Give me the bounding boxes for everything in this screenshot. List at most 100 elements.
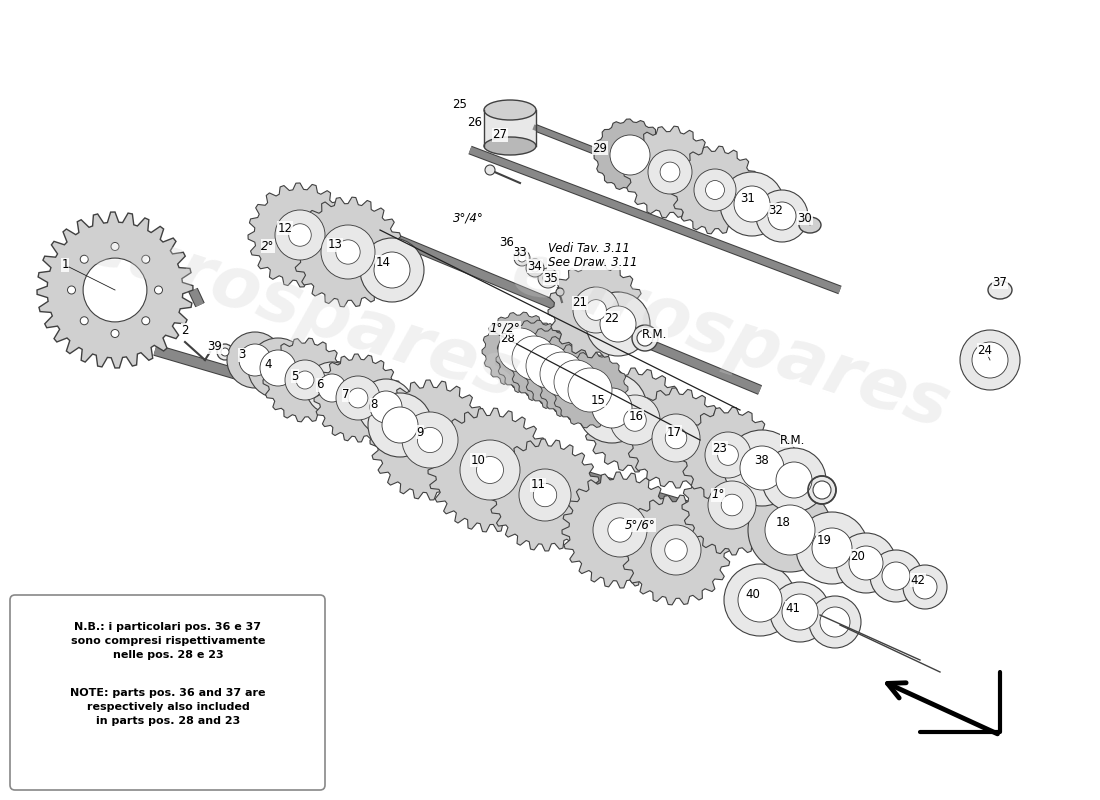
Text: 11: 11 <box>530 478 546 491</box>
Polygon shape <box>621 495 732 605</box>
Circle shape <box>578 373 647 443</box>
Text: 35: 35 <box>543 271 559 285</box>
Circle shape <box>538 268 558 288</box>
Circle shape <box>526 259 544 277</box>
Circle shape <box>498 328 542 372</box>
Circle shape <box>336 376 380 420</box>
Polygon shape <box>428 408 552 532</box>
Circle shape <box>80 317 88 325</box>
Text: 36: 36 <box>499 237 515 250</box>
Text: Vedi Tav. 3.11: Vedi Tav. 3.11 <box>548 242 630 254</box>
Circle shape <box>664 538 688 562</box>
Circle shape <box>531 264 539 272</box>
Circle shape <box>368 393 432 457</box>
Circle shape <box>460 440 520 500</box>
Text: See Draw. 3.11: See Draw. 3.11 <box>548 257 638 270</box>
Text: 14: 14 <box>375 255 390 269</box>
Circle shape <box>624 409 647 431</box>
Circle shape <box>518 254 526 262</box>
Circle shape <box>221 348 229 356</box>
Circle shape <box>652 414 700 462</box>
Text: 2°: 2° <box>262 239 275 253</box>
Circle shape <box>722 494 742 516</box>
Text: 27: 27 <box>493 129 507 142</box>
Circle shape <box>288 224 311 246</box>
Text: 1°: 1° <box>712 489 725 502</box>
Text: 23: 23 <box>713 442 727 454</box>
Circle shape <box>694 169 736 211</box>
Circle shape <box>782 594 818 630</box>
Circle shape <box>217 344 233 360</box>
Circle shape <box>586 292 650 356</box>
Circle shape <box>526 344 570 388</box>
Circle shape <box>608 518 632 542</box>
Circle shape <box>540 352 584 396</box>
Circle shape <box>568 368 612 412</box>
Circle shape <box>543 273 553 283</box>
Bar <box>484 110 536 146</box>
Circle shape <box>738 578 782 622</box>
Polygon shape <box>510 328 586 404</box>
Text: 25: 25 <box>452 98 468 111</box>
Circle shape <box>142 317 150 325</box>
Circle shape <box>318 374 346 402</box>
Circle shape <box>808 596 861 648</box>
Circle shape <box>756 190 808 242</box>
Text: 6: 6 <box>317 378 323 391</box>
Circle shape <box>227 332 283 388</box>
Circle shape <box>239 344 271 376</box>
Circle shape <box>812 528 852 568</box>
Circle shape <box>796 512 868 584</box>
Text: 2: 2 <box>182 323 189 337</box>
Text: 9: 9 <box>416 426 424 438</box>
Circle shape <box>724 564 796 636</box>
Circle shape <box>836 533 896 593</box>
Circle shape <box>67 286 76 294</box>
FancyBboxPatch shape <box>10 595 324 790</box>
Text: 22: 22 <box>605 311 619 325</box>
Text: 8: 8 <box>371 398 377 411</box>
Text: 16: 16 <box>628 410 643 422</box>
Circle shape <box>534 483 557 506</box>
Polygon shape <box>594 119 666 191</box>
Text: 32: 32 <box>769 203 783 217</box>
Circle shape <box>705 432 751 478</box>
Text: 34: 34 <box>528 259 542 273</box>
Circle shape <box>768 202 796 230</box>
Circle shape <box>417 427 442 453</box>
Circle shape <box>592 388 632 428</box>
Circle shape <box>651 525 701 575</box>
Ellipse shape <box>484 137 536 155</box>
Text: 24: 24 <box>978 343 992 357</box>
Text: 3: 3 <box>239 349 245 362</box>
Circle shape <box>648 150 692 194</box>
Text: R.M.: R.M. <box>780 434 805 446</box>
Polygon shape <box>37 212 192 368</box>
Text: eurospares: eurospares <box>502 237 958 443</box>
Circle shape <box>402 412 458 468</box>
Circle shape <box>306 362 358 414</box>
Circle shape <box>748 488 832 572</box>
Circle shape <box>724 430 800 506</box>
Polygon shape <box>263 338 346 422</box>
Text: 17: 17 <box>667 426 682 438</box>
Circle shape <box>849 546 883 580</box>
Circle shape <box>554 360 598 404</box>
Circle shape <box>770 582 830 642</box>
Circle shape <box>154 286 163 294</box>
Polygon shape <box>680 407 775 503</box>
Circle shape <box>972 342 1008 378</box>
Text: 26: 26 <box>468 115 483 129</box>
Circle shape <box>882 562 910 590</box>
Circle shape <box>705 181 725 199</box>
Text: 12: 12 <box>277 222 293 234</box>
Circle shape <box>660 162 680 182</box>
Polygon shape <box>293 197 403 307</box>
Circle shape <box>776 462 812 498</box>
Circle shape <box>248 338 308 398</box>
Circle shape <box>720 172 784 236</box>
Circle shape <box>285 360 324 400</box>
Circle shape <box>382 407 418 443</box>
Circle shape <box>960 330 1020 390</box>
Text: 5: 5 <box>292 370 299 382</box>
